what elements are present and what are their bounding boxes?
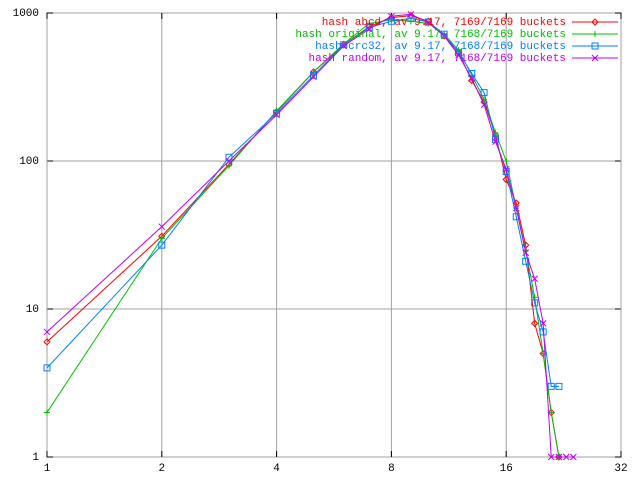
data-point: [310, 71, 318, 79]
data-point: [366, 20, 373, 27]
data-point: [522, 257, 530, 265]
data-point: [44, 409, 50, 416]
legend-marker: [591, 18, 599, 26]
legend-marker: [592, 31, 598, 37]
legend-label: hash original, av 9.17, 7168/7169 bucket…: [295, 29, 566, 41]
data-point: [539, 328, 547, 336]
x-tick-label: 8: [388, 463, 395, 475]
data-point: [455, 51, 462, 59]
data-point: [225, 162, 232, 169]
data-point: [492, 138, 499, 146]
x-tick-label: 16: [500, 463, 513, 475]
legend-marker: [591, 54, 599, 62]
data-point: [387, 17, 395, 25]
data-point: [480, 101, 488, 109]
data-point: [340, 42, 348, 50]
data-point: [555, 453, 563, 461]
data-point: [440, 32, 448, 40]
data-point: [547, 382, 555, 390]
data-point: [531, 275, 539, 283]
data-point: [555, 382, 563, 390]
data-point: [455, 49, 463, 57]
data-point: [388, 12, 395, 20]
data-point: [440, 30, 448, 38]
y-tick-label: 1: [32, 452, 39, 464]
legend-marker: [591, 42, 599, 50]
data-point: [365, 25, 373, 33]
legend-label: hash abcd, av 9.17, 7169/7169 buckets: [322, 17, 566, 29]
data-point: [503, 158, 510, 164]
data-point: [530, 319, 539, 328]
data-point: [480, 89, 488, 97]
data-point: [531, 299, 539, 307]
data-point: [570, 453, 577, 461]
data-point: [310, 73, 317, 81]
data-point: [539, 319, 547, 327]
data-point: [273, 111, 280, 119]
series-line: [46, 17, 559, 387]
x-tick-label: 32: [614, 463, 627, 475]
data-point: [340, 41, 348, 49]
data-point: [492, 135, 500, 143]
data-point: [425, 19, 432, 27]
x-tick-label: 1: [44, 463, 51, 475]
data-point: [43, 338, 51, 346]
data-point: [225, 157, 233, 165]
legend-label: hash random, av 9.17, 7168/7169 buckets: [309, 53, 566, 65]
data-point: [562, 453, 570, 461]
x-tick-label: 4: [273, 463, 280, 475]
data-point: [158, 223, 166, 231]
data-point: [365, 23, 373, 31]
legend-label: hash crc32, av 9.17, 7168/7169 buckets: [315, 41, 566, 53]
data-point: [468, 75, 476, 83]
data-point: [548, 409, 555, 416]
data-point: [440, 32, 448, 40]
data-point: [43, 328, 51, 336]
y-tick-label: 100: [19, 156, 39, 168]
data-point: [407, 10, 415, 18]
data-point: [502, 165, 510, 173]
data-point: [468, 70, 476, 78]
series-line: [46, 15, 560, 458]
series-line: [46, 19, 560, 458]
x-tick-label: 2: [158, 463, 165, 475]
data-point: [512, 204, 520, 212]
y-tick-label: 10: [26, 304, 39, 316]
data-point: [522, 249, 530, 257]
y-tick-label: 1000: [13, 8, 39, 20]
data-point: [158, 241, 166, 249]
data-point: [547, 408, 555, 417]
plot-frame: [46, 12, 622, 458]
data-point: [43, 364, 51, 372]
series-line: [46, 13, 574, 458]
data-point: [158, 235, 165, 242]
data-point: [547, 453, 555, 461]
data-point: [273, 109, 281, 117]
data-point: [531, 294, 538, 301]
